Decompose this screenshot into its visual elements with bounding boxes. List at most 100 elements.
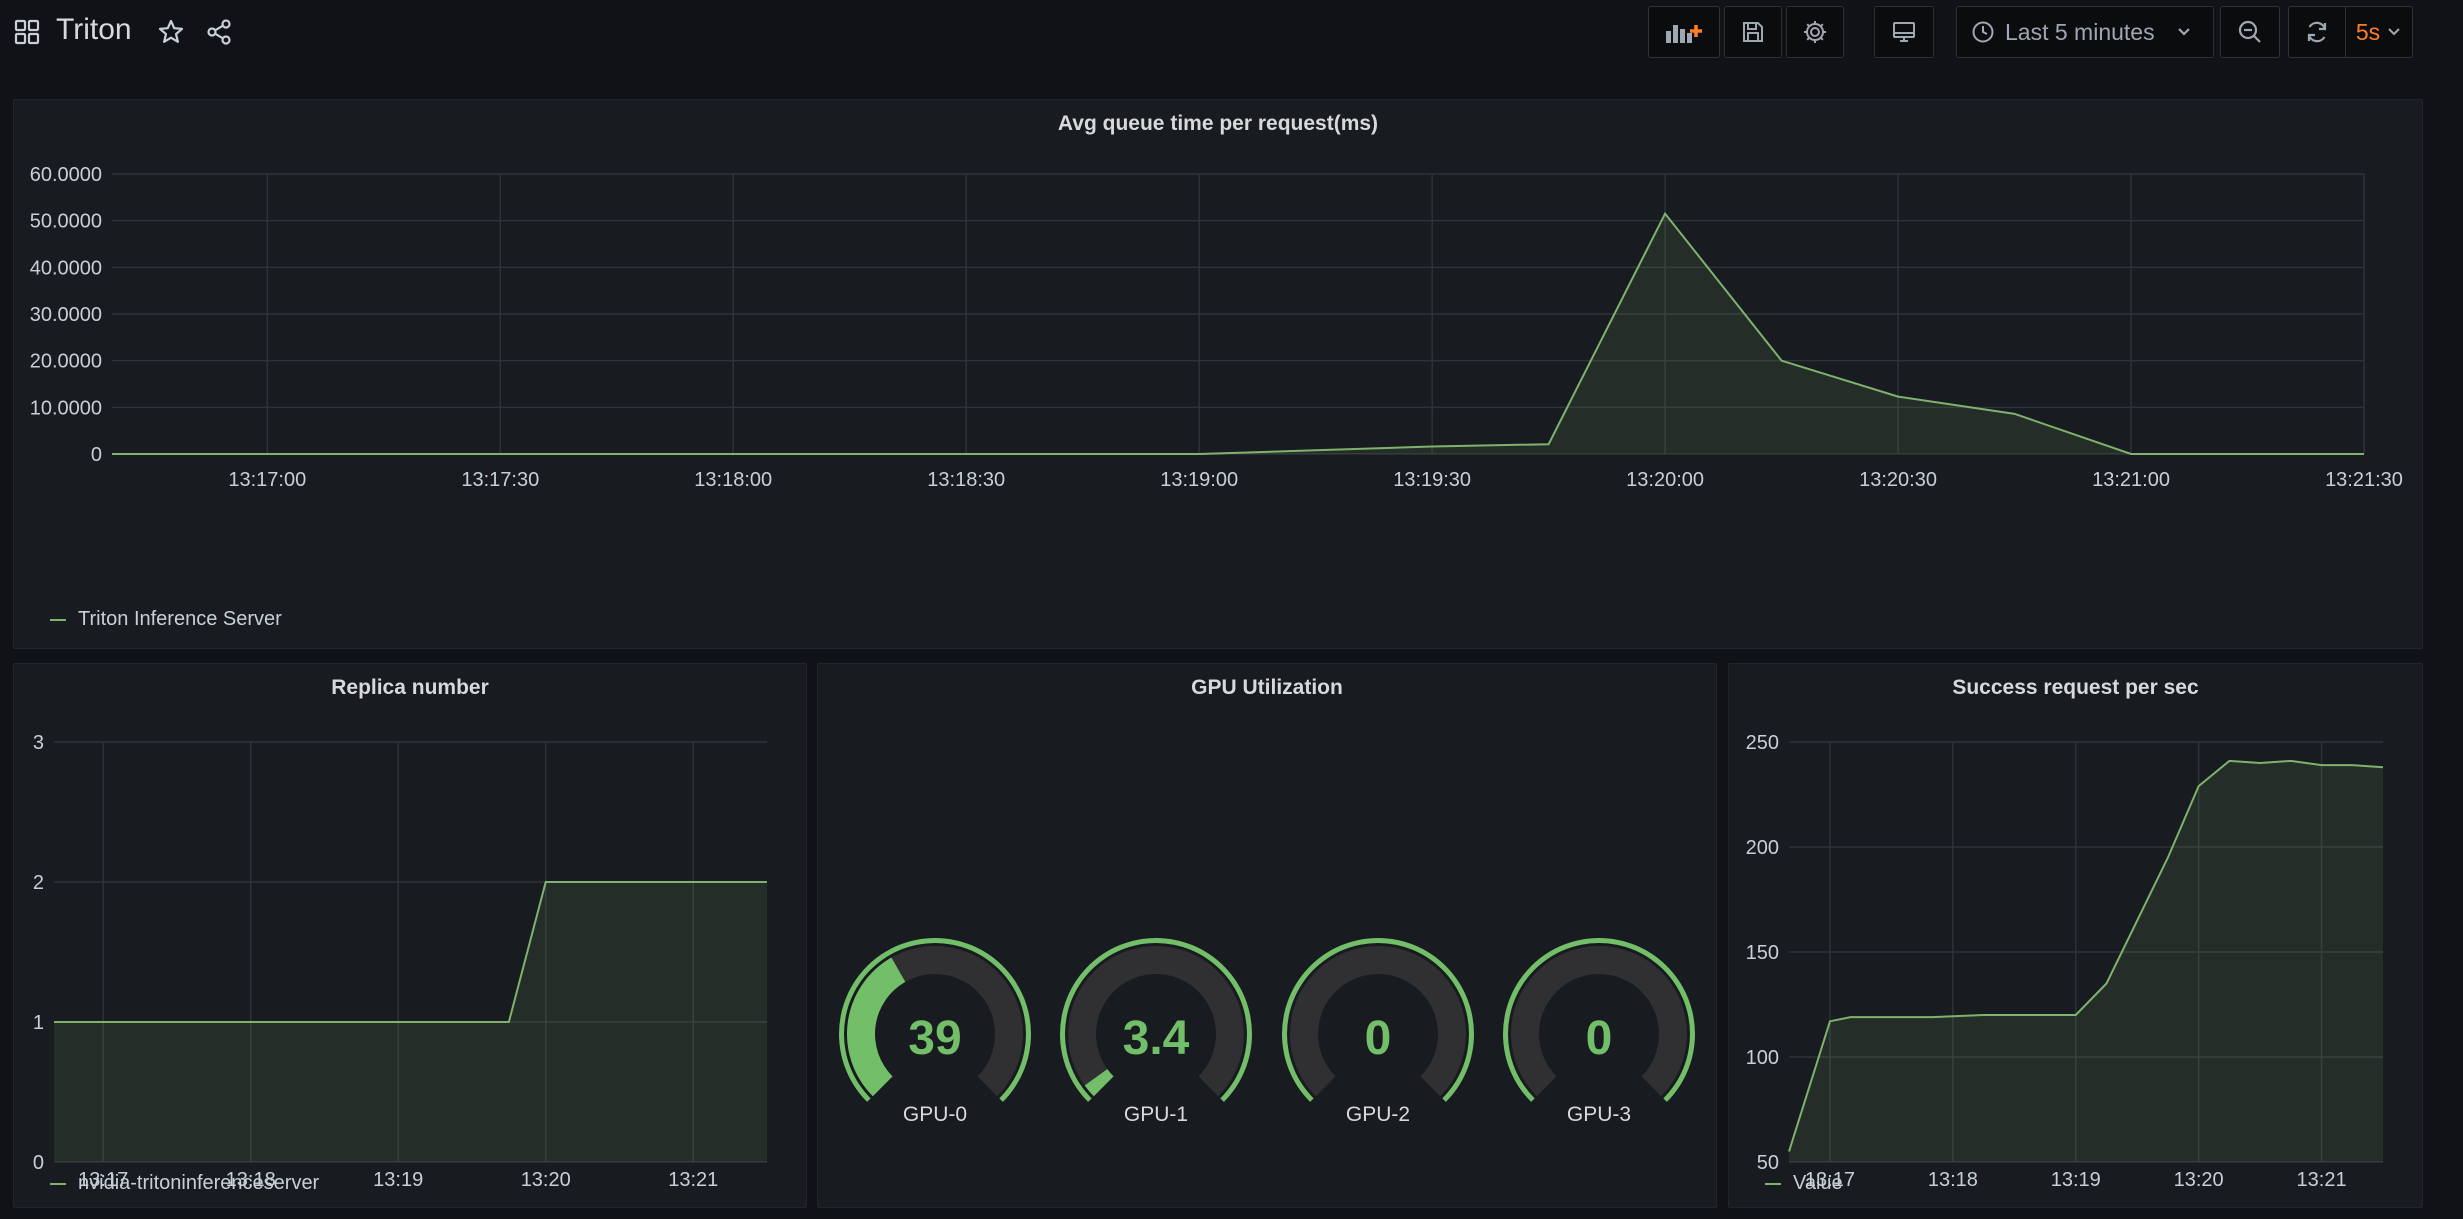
series-line[interactable]: [1788, 759, 2384, 1152]
x-tick-label: 13:19: [2051, 1169, 2101, 1191]
x-tick-label: 13:17:00: [228, 469, 306, 491]
gauge-value: 0: [1365, 1012, 1392, 1065]
tv-mode-button[interactable]: [1874, 6, 1934, 58]
chevron-down-icon: [2175, 23, 2193, 41]
gauge-label: GPU-1: [1124, 1103, 1188, 1126]
panel-title[interactable]: Avg queue time per request(ms): [1057, 112, 1379, 135]
y-tick-label: 3: [33, 732, 44, 754]
x-tick-label: 13:21: [668, 1169, 718, 1191]
y-tick-label: 40.0000: [30, 257, 102, 279]
y-tick-label: 150: [1746, 942, 1779, 964]
add-panel-icon: [1664, 19, 1704, 45]
gpu-utilization-panel: GPU Utilization 39 GPU-0 3.4 GPU-1 0 GPU-2 0 GP…: [817, 663, 1717, 1208]
y-tick-label: 20.0000: [30, 351, 102, 373]
gauge-track: [1511, 946, 1687, 1097]
legend-swatch: [50, 1182, 66, 1185]
star-icon[interactable]: [156, 17, 186, 47]
chart-legend[interactable]: nvidia-tritoninferenceserver: [50, 1172, 319, 1195]
panel-title[interactable]: Success request per sec: [1952, 676, 2199, 699]
x-tick-label: 13:17:30: [461, 469, 539, 491]
top-navbar: Triton: [0, 0, 2463, 64]
replica-chart: 0 1 2 3 13:17 13:18 13:19 13:20 13:21: [33, 732, 767, 1191]
panel-title[interactable]: Replica number: [331, 676, 489, 699]
gauge-value: 0: [1586, 1012, 1613, 1065]
apps-icon[interactable]: [12, 17, 42, 47]
chart-legend[interactable]: Triton Inference Server: [50, 608, 282, 631]
success-request-chart: 50 100 150 200 250 13:17 13:18 13:19 13:20 13:21: [1746, 732, 2384, 1191]
x-tick-label: 13:19:30: [1393, 469, 1471, 491]
x-tick-label: 13:18: [1928, 1169, 1978, 1191]
x-tick-label: 13:21:00: [2092, 469, 2170, 491]
gauge-threshold-ring: [1060, 938, 1252, 1102]
gauge-value-arc: [1084, 1069, 1114, 1097]
gauge-value: 3.4: [1123, 1012, 1190, 1065]
x-tick-label: 13:21:30: [2325, 469, 2403, 491]
gpu-gauges: 39 GPU-0 3.4 GPU-1 0 GPU-2 0 GPU-3: [839, 938, 1695, 1126]
legend-swatch: [50, 618, 66, 621]
y-tick-label: 50: [1757, 1152, 1779, 1174]
legend-label: Triton Inference Server: [78, 608, 282, 630]
queue-time-panel: Avg queue time per request(ms) 0 10.0000 2…: [13, 99, 2423, 649]
gauge-label: GPU-2: [1346, 1103, 1410, 1126]
success-request-panel: Success request per sec 50 100 150 200 250 13…: [1728, 663, 2423, 1208]
gauge-threshold-ring: [1503, 938, 1695, 1102]
x-tick-label: 13:20:30: [1859, 469, 1937, 491]
refresh-icon: [2304, 19, 2330, 45]
y-tick-label: 60.0000: [30, 164, 102, 186]
time-range-picker[interactable]: Last 5 minutes: [1956, 6, 2214, 58]
y-tick-label: 2: [33, 872, 44, 894]
series-line[interactable]: [54, 881, 767, 1023]
x-tick-label: 13:18:00: [694, 469, 772, 491]
gauge-value: 39: [908, 1012, 961, 1065]
legend-label: nvidia-tritoninferenceserver: [78, 1172, 320, 1194]
queue-time-chart: 0 10.0000 20.0000 30.0000 40.0000 50.0000 60.0…: [30, 164, 2403, 491]
settings-icon: [1802, 19, 1828, 45]
y-tick-label: 100: [1746, 1047, 1779, 1069]
panel-title[interactable]: GPU Utilization: [1191, 676, 1343, 699]
x-tick-label: 13:19:00: [1160, 469, 1238, 491]
x-tick-label: 13:20: [521, 1169, 571, 1191]
dashboard-settings-button[interactable]: [1786, 6, 1844, 58]
x-tick-label: 13:18: [226, 1169, 276, 1191]
y-tick-label: 50.0000: [30, 211, 102, 233]
chart-legend[interactable]: Value: [1765, 1172, 1843, 1195]
gauge-label: GPU-0: [903, 1103, 967, 1126]
gauge-value-arc: [847, 957, 906, 1097]
legend-label: Value: [1793, 1172, 1843, 1194]
replica-panel: Replica number 0 1 2 3 13:17 13:18 13:19 13:20 1…: [13, 663, 807, 1208]
x-tick-label: 13:18:30: [927, 469, 1005, 491]
tv-mode-icon: [1891, 19, 1917, 45]
y-tick-label: 30.0000: [30, 304, 102, 326]
series-area: [1789, 760, 2383, 1162]
zoom-out-button[interactable]: [2220, 6, 2280, 58]
legend-swatch: [1765, 1182, 1781, 1185]
dashboard-title[interactable]: Triton: [56, 13, 132, 46]
clock-icon: [1971, 20, 1995, 44]
x-tick-label: 13:20:00: [1626, 469, 1704, 491]
chevron-down-icon: [2386, 24, 2402, 40]
save-dashboard-button[interactable]: [1724, 6, 1782, 58]
share-icon[interactable]: [204, 17, 234, 47]
refresh-button[interactable]: [2288, 6, 2346, 58]
y-tick-label: 0: [33, 1152, 44, 1174]
x-tick-label: 13:17: [1805, 1169, 1855, 1191]
gauge-threshold-ring: [1282, 938, 1474, 1102]
x-tick-label: 13:21: [2297, 1169, 2347, 1191]
add-panel-button[interactable]: [1648, 6, 1720, 58]
gauge-track: [1290, 946, 1466, 1097]
refresh-interval-label: 5s: [2355, 18, 2381, 45]
gauge-label: GPU-3: [1567, 1103, 1631, 1126]
series-line[interactable]: [112, 211, 2364, 455]
x-tick-label: 13:19: [373, 1169, 423, 1191]
refresh-interval-picker[interactable]: 5s: [2345, 6, 2413, 58]
zoom-out-icon: [2237, 19, 2263, 45]
y-tick-label: 1: [33, 1012, 44, 1034]
gauge-threshold-ring: [839, 938, 1031, 1102]
time-range-label: Last 5 minutes: [2005, 18, 2155, 45]
x-tick-label: 13:17: [78, 1169, 128, 1191]
y-tick-label: 0: [91, 444, 102, 466]
y-tick-label: 200: [1746, 837, 1779, 859]
gauge-track: [1068, 946, 1244, 1097]
x-tick-label: 13:20: [2174, 1169, 2224, 1191]
y-tick-label: 10.0000: [30, 397, 102, 419]
